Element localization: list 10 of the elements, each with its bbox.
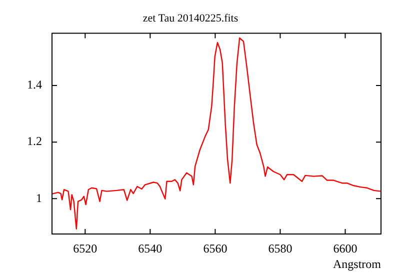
y-tick-label: 1 bbox=[36, 190, 42, 205]
y-tick-label: 1.4 bbox=[27, 78, 42, 92]
x-axis-title: Angstrom bbox=[333, 256, 382, 271]
x-tick-label: 6600 bbox=[333, 241, 358, 256]
x-tick-label: 6560 bbox=[203, 241, 228, 256]
y-tick-label: 1.2 bbox=[27, 134, 42, 148]
x-tick-label: 6520 bbox=[73, 241, 98, 256]
x-tick-label: 6540 bbox=[138, 241, 162, 256]
chart-title: zet Tau 20140225.fits bbox=[142, 12, 238, 24]
x-tick-label: 6580 bbox=[268, 241, 292, 256]
